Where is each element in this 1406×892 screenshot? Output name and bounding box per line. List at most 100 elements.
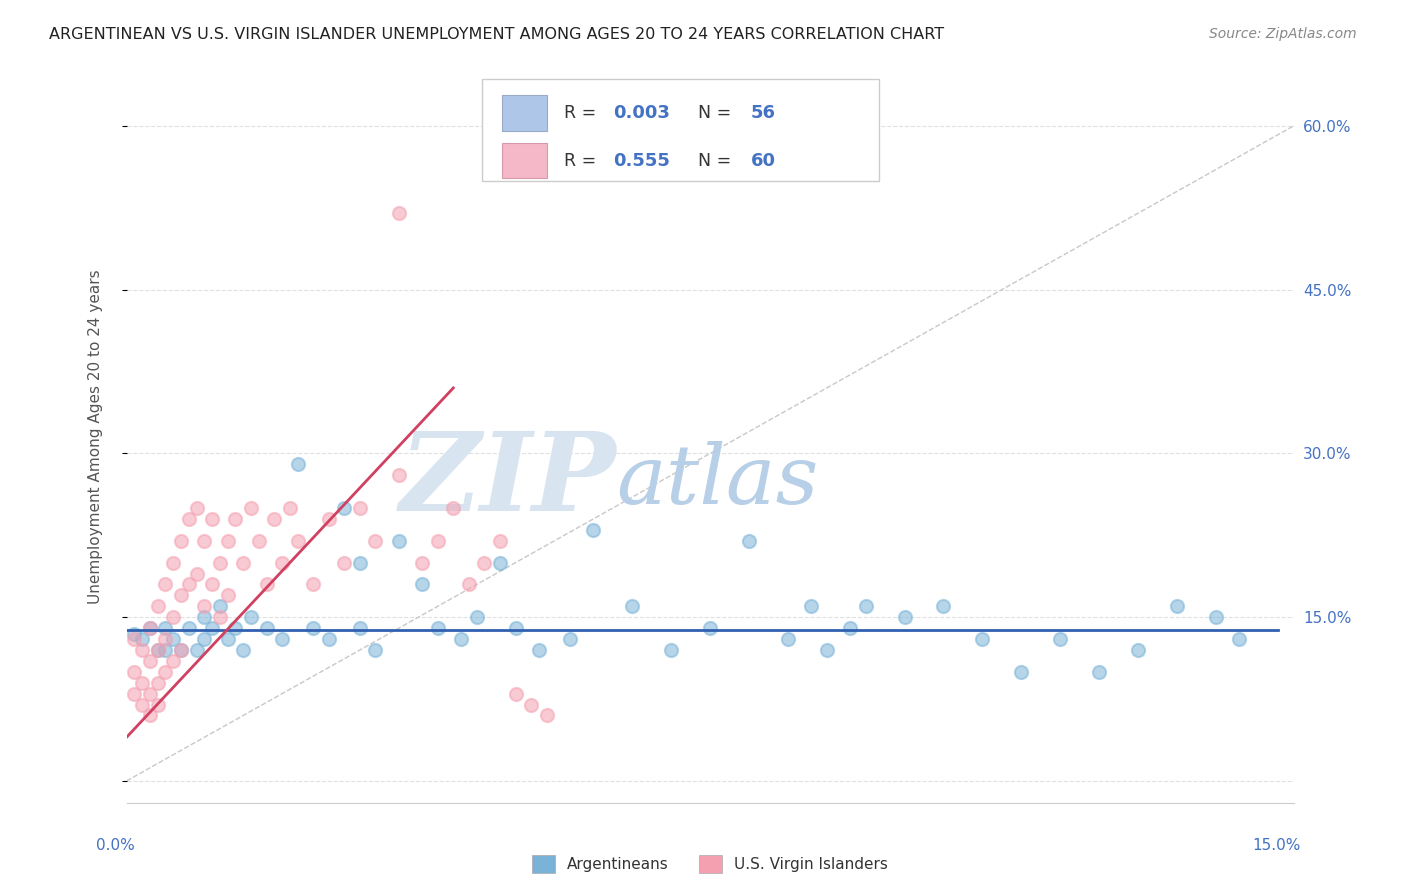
Text: 0.555: 0.555 xyxy=(613,152,671,169)
Point xyxy=(155,643,177,657)
Point xyxy=(177,512,200,526)
Text: 0.0%: 0.0% xyxy=(96,838,135,853)
Point xyxy=(124,665,146,679)
Point xyxy=(139,621,162,635)
Point xyxy=(349,556,371,570)
Point xyxy=(217,533,239,548)
Text: R =: R = xyxy=(564,152,602,169)
Point xyxy=(162,610,184,624)
Point xyxy=(364,533,387,548)
Y-axis label: Unemployment Among Ages 20 to 24 years: Unemployment Among Ages 20 to 24 years xyxy=(89,269,103,605)
Point xyxy=(659,643,682,657)
Point xyxy=(201,621,224,635)
Point xyxy=(278,501,301,516)
Point xyxy=(155,665,177,679)
Point xyxy=(170,643,193,657)
Point xyxy=(162,632,184,646)
Point xyxy=(411,556,433,570)
Point xyxy=(738,533,761,548)
Point xyxy=(217,632,239,646)
Point xyxy=(170,588,193,602)
Point xyxy=(489,533,512,548)
Text: 56: 56 xyxy=(751,104,776,122)
Point xyxy=(505,621,527,635)
Text: 0.003: 0.003 xyxy=(613,104,671,122)
Text: 60: 60 xyxy=(751,152,776,169)
Point xyxy=(124,687,146,701)
Point xyxy=(217,588,239,602)
Point xyxy=(489,556,512,570)
FancyBboxPatch shape xyxy=(482,78,879,181)
Point xyxy=(426,621,449,635)
Point xyxy=(208,610,231,624)
Point xyxy=(232,556,254,570)
Point xyxy=(855,599,877,614)
Point xyxy=(224,621,246,635)
Text: 15.0%: 15.0% xyxy=(1253,838,1301,853)
Text: N =: N = xyxy=(699,104,737,122)
Point xyxy=(131,698,153,712)
Point xyxy=(131,643,153,657)
Point xyxy=(318,632,340,646)
Point xyxy=(1010,665,1032,679)
Point xyxy=(520,698,543,712)
Point xyxy=(155,577,177,591)
Text: N =: N = xyxy=(699,152,737,169)
Point xyxy=(186,566,208,581)
Point xyxy=(124,626,146,640)
Point xyxy=(932,599,955,614)
Point xyxy=(287,458,309,472)
Text: ZIP: ZIP xyxy=(401,427,617,534)
Point xyxy=(177,621,200,635)
Point xyxy=(1205,610,1227,624)
Point xyxy=(193,610,215,624)
Point xyxy=(699,621,721,635)
Point xyxy=(815,643,838,657)
Point xyxy=(256,621,278,635)
Point xyxy=(1049,632,1071,646)
Point xyxy=(302,621,325,635)
Point xyxy=(364,643,387,657)
Point xyxy=(139,621,162,635)
Point xyxy=(349,621,371,635)
Point xyxy=(162,654,184,668)
Point xyxy=(170,533,193,548)
Point xyxy=(1088,665,1111,679)
Bar xyxy=(502,143,547,178)
Point xyxy=(139,687,162,701)
Point xyxy=(302,577,325,591)
Text: Source: ZipAtlas.com: Source: ZipAtlas.com xyxy=(1209,27,1357,41)
Point xyxy=(474,556,496,570)
Point xyxy=(426,533,449,548)
Point xyxy=(193,533,215,548)
Point xyxy=(186,643,208,657)
Point xyxy=(256,577,278,591)
Point xyxy=(1166,599,1188,614)
Point xyxy=(139,654,162,668)
Point xyxy=(131,632,153,646)
Text: R =: R = xyxy=(564,104,602,122)
Point xyxy=(450,632,472,646)
Bar xyxy=(502,95,547,130)
Point xyxy=(155,621,177,635)
Point xyxy=(1227,632,1250,646)
Point xyxy=(155,632,177,646)
Point xyxy=(240,501,263,516)
Point xyxy=(333,501,356,516)
Point xyxy=(240,610,263,624)
Point xyxy=(224,512,246,526)
Point xyxy=(208,599,231,614)
Point xyxy=(146,698,169,712)
Point xyxy=(131,675,153,690)
Point xyxy=(388,468,411,483)
Legend: Argentineans, U.S. Virgin Islanders: Argentineans, U.S. Virgin Islanders xyxy=(526,848,894,880)
Point xyxy=(776,632,799,646)
Point xyxy=(621,599,644,614)
Point xyxy=(162,556,184,570)
Point xyxy=(287,533,309,548)
Point xyxy=(186,501,208,516)
Point xyxy=(536,708,558,723)
Point xyxy=(558,632,581,646)
Point xyxy=(349,501,371,516)
Point xyxy=(527,643,550,657)
